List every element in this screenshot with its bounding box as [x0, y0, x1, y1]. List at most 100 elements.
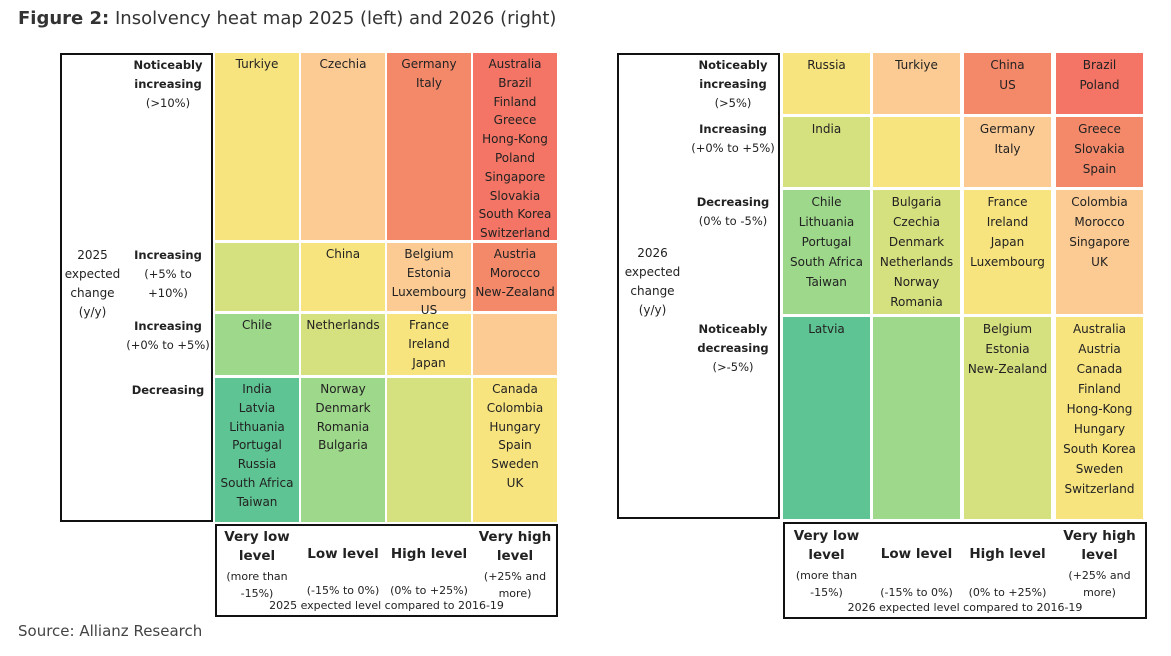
country: Poland [494, 150, 536, 165]
heat-cell: India [783, 117, 870, 187]
country: Norway [893, 275, 940, 289]
column-header: Very high level (+25% and more) [1058, 526, 1141, 601]
source: Source: Allianz Research [18, 622, 203, 640]
country: Taiwan [236, 494, 278, 509]
row-label-range: (>10%) [145, 96, 191, 110]
country: Japan [412, 355, 446, 370]
country: South Korea [1063, 442, 1136, 456]
country: Latvia [808, 322, 845, 336]
heat-cell: Belgium Estonia New-Zealand [964, 317, 1051, 519]
heat-cell: Brazil Poland [1056, 53, 1143, 114]
country: Greece [1078, 122, 1121, 136]
heat-cell: Belgium Estonia Luxembourg US [387, 243, 471, 317]
country: Portugal [232, 438, 282, 453]
country: Greece [493, 113, 537, 128]
country: India [811, 122, 842, 136]
row-axis-box [60, 53, 213, 522]
column-label: High level [390, 545, 468, 562]
heat-cell: Australia Brazil Finland Greece Hong-Kong Pol… [473, 53, 557, 240]
column-header: High level (0% to +25%) [966, 526, 1049, 601]
country: Morocco [1074, 215, 1125, 229]
column-axis-label: 2025 expected level compared to 2016-19 [269, 599, 504, 612]
heat-cell: Chile Lithuania Portugal South Africa Taiwan [783, 190, 870, 314]
row-label: Decreasing [125, 381, 211, 400]
heat-cell: India Latvia Lithuania Portugal Russia South … [215, 378, 299, 522]
row-label-name: Increasing [699, 122, 767, 136]
country: Germany [401, 57, 457, 71]
country: Singapore [484, 169, 546, 184]
country: France [409, 318, 449, 332]
country: South Korea [478, 207, 552, 222]
country: UK [1091, 255, 1108, 269]
column-label: Low level [307, 545, 379, 562]
heat-cell: Turkiye [873, 53, 960, 114]
country: Luxembourg [970, 255, 1045, 269]
row-axis-box [617, 53, 780, 519]
column-header: Very high level (+25% and more) [475, 528, 555, 600]
country: Turkiye [235, 57, 279, 71]
country: Belgium [404, 247, 454, 261]
row-label-name: Increasing [134, 248, 202, 262]
heat-cell: Germany Italy [387, 53, 471, 240]
country: Turkiye [895, 58, 938, 72]
heat-cell: Czechia [301, 53, 385, 240]
row-label-range: (0% to -5%) [698, 214, 768, 228]
country: Bulgaria [318, 438, 368, 453]
country: Hong-Kong [1066, 402, 1133, 416]
country: Japan [990, 235, 1025, 249]
heat-cell: Colombia Morocco Singapore UK [1056, 190, 1143, 314]
column-header: Very low level (more than -15%) [785, 526, 868, 601]
country: Latvia [238, 400, 276, 415]
country: France [987, 195, 1028, 209]
country: Spain [498, 438, 532, 453]
country: Romania [890, 295, 943, 309]
heat-cell: Germany Italy [964, 117, 1051, 187]
row-label-name: Noticeably decreasing [697, 322, 769, 355]
column-header: Very low level (more than -15%) [217, 528, 297, 600]
row-label-range: (>5%) [714, 96, 752, 110]
country: Brazil [1082, 58, 1117, 72]
heat-cell: France Ireland Japan [387, 314, 471, 375]
country: Hungary [1073, 422, 1126, 436]
row-label-name: Decreasing [696, 195, 770, 209]
country: Denmark [315, 400, 371, 415]
country: Finland [1078, 382, 1121, 396]
country: Lithuania [798, 215, 855, 229]
country: Austria [1078, 342, 1121, 356]
column-header: Low level (-15% to 0%) [875, 526, 958, 601]
heat-cell: Austria Morocco New-Zealand [473, 243, 557, 311]
country: China [990, 58, 1025, 72]
row-label: Increasing (+0% to +5%) [125, 317, 211, 355]
country: New-Zealand [967, 362, 1048, 376]
country: Czechia [893, 215, 940, 229]
country: Netherlands [306, 318, 380, 332]
country: Taiwan [806, 275, 847, 289]
row-label-range: (>-5%) [712, 360, 754, 374]
country: Russia [237, 457, 277, 472]
figure-title: Figure 2: Insolvency heat map 2025 (left… [18, 8, 556, 29]
country: Singapore [1069, 235, 1130, 249]
column-range: (+25% and more) [483, 570, 547, 600]
row-label: Noticeably increasing (>5%) [688, 56, 778, 113]
country: Morocco [489, 265, 541, 280]
country: Norway [320, 382, 366, 396]
column-range: (0% to +25%) [390, 584, 468, 597]
column-header: High level (0% to +25%) [389, 528, 469, 599]
row-label: Increasing (+5% to +10%) [125, 246, 211, 303]
heat-cell: Bulgaria Czechia Denmark Netherlands Norway R… [873, 190, 960, 314]
country: Germany [979, 122, 1036, 136]
country: Lithuania [229, 419, 285, 434]
country: Australia [488, 57, 542, 71]
country: US [999, 78, 1016, 92]
country: Ireland [986, 215, 1029, 229]
heat-cell: Latvia [783, 317, 870, 519]
country: Sweden [491, 457, 539, 472]
column-range: (-15% to 0%) [306, 584, 380, 597]
country: Slovakia [489, 188, 541, 203]
country: Netherlands [879, 255, 954, 269]
figure-number: Figure 2: [18, 8, 110, 29]
country: Chile [811, 195, 842, 209]
column-label: Very high level [478, 529, 552, 564]
title-text: Insolvency heat map 2025 (left) and 2026… [114, 8, 557, 29]
